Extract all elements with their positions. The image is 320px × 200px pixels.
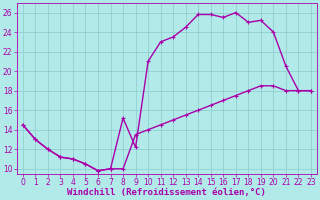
X-axis label: Windchill (Refroidissement éolien,°C): Windchill (Refroidissement éolien,°C) bbox=[68, 188, 266, 197]
